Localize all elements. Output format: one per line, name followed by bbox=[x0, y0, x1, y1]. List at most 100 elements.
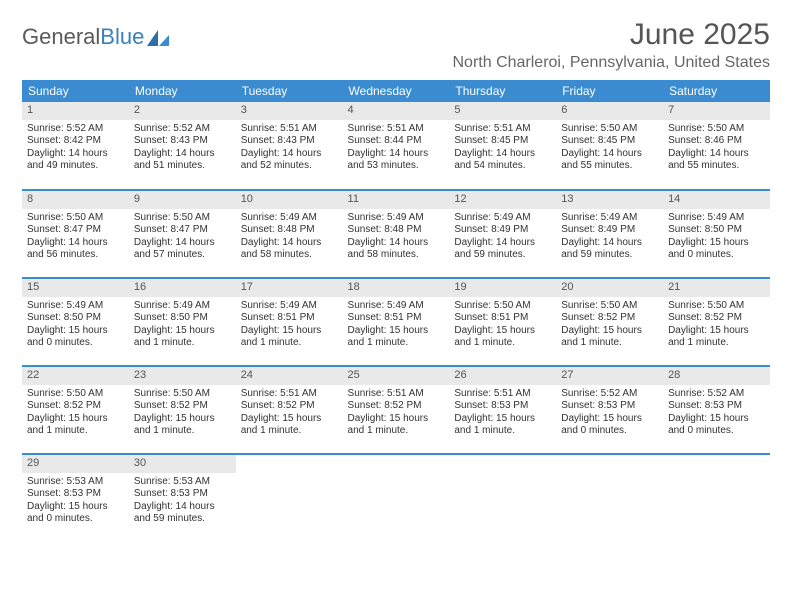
calendar-week-row: 8Sunrise: 5:50 AMSunset: 8:47 PMDaylight… bbox=[22, 190, 770, 278]
day-content: Sunrise: 5:53 AMSunset: 8:53 PMDaylight:… bbox=[22, 475, 129, 530]
logo-sail-icon bbox=[147, 30, 169, 46]
day-content: Sunrise: 5:49 AMSunset: 8:48 PMDaylight:… bbox=[236, 211, 343, 266]
calendar-table: SundayMondayTuesdayWednesdayThursdayFrid… bbox=[22, 80, 770, 542]
daylight-line: Daylight: 14 hours and 54 minutes. bbox=[454, 148, 551, 173]
weekday-header: Saturday bbox=[663, 80, 770, 102]
daylight-line: Daylight: 14 hours and 56 minutes. bbox=[27, 237, 124, 262]
day-number: 17 bbox=[236, 279, 343, 297]
daylight-line: Daylight: 15 hours and 1 minute. bbox=[561, 325, 658, 350]
weekday-header: Monday bbox=[129, 80, 236, 102]
calendar-day-cell: 16Sunrise: 5:49 AMSunset: 8:50 PMDayligh… bbox=[129, 278, 236, 366]
day-content: Sunrise: 5:49 AMSunset: 8:50 PMDaylight:… bbox=[663, 211, 770, 266]
sunset-line: Sunset: 8:53 PM bbox=[27, 488, 124, 501]
title-block: June 2025 North Charleroi, Pennsylvania,… bbox=[453, 18, 771, 72]
day-number: 16 bbox=[129, 279, 236, 297]
daylight-line: Daylight: 15 hours and 0 minutes. bbox=[27, 501, 124, 526]
calendar-day-cell: .. bbox=[449, 454, 556, 542]
day-content: Sunrise: 5:49 AMSunset: 8:48 PMDaylight:… bbox=[343, 211, 450, 266]
sunset-line: Sunset: 8:53 PM bbox=[668, 400, 765, 413]
weekday-header: Sunday bbox=[22, 80, 129, 102]
sunrise-line: Sunrise: 5:51 AM bbox=[454, 123, 551, 136]
day-number: 27 bbox=[556, 367, 663, 385]
calendar-day-cell: 1Sunrise: 5:52 AMSunset: 8:42 PMDaylight… bbox=[22, 102, 129, 190]
sunrise-line: Sunrise: 5:51 AM bbox=[454, 388, 551, 401]
calendar-week-row: 1Sunrise: 5:52 AMSunset: 8:42 PMDaylight… bbox=[22, 102, 770, 190]
sunset-line: Sunset: 8:47 PM bbox=[27, 224, 124, 237]
sunrise-line: Sunrise: 5:50 AM bbox=[27, 212, 124, 225]
day-content: Sunrise: 5:53 AMSunset: 8:53 PMDaylight:… bbox=[129, 475, 236, 530]
calendar-day-cell: 22Sunrise: 5:50 AMSunset: 8:52 PMDayligh… bbox=[22, 366, 129, 454]
sunrise-line: Sunrise: 5:49 AM bbox=[348, 212, 445, 225]
sunset-line: Sunset: 8:52 PM bbox=[668, 312, 765, 325]
daylight-line: Daylight: 15 hours and 0 minutes. bbox=[561, 413, 658, 438]
calendar-day-cell: 8Sunrise: 5:50 AMSunset: 8:47 PMDaylight… bbox=[22, 190, 129, 278]
calendar-day-cell: 26Sunrise: 5:51 AMSunset: 8:53 PMDayligh… bbox=[449, 366, 556, 454]
daylight-line: Daylight: 15 hours and 0 minutes. bbox=[668, 413, 765, 438]
calendar-day-cell: 15Sunrise: 5:49 AMSunset: 8:50 PMDayligh… bbox=[22, 278, 129, 366]
calendar-day-cell: 17Sunrise: 5:49 AMSunset: 8:51 PMDayligh… bbox=[236, 278, 343, 366]
day-content: Sunrise: 5:49 AMSunset: 8:49 PMDaylight:… bbox=[449, 211, 556, 266]
sunset-line: Sunset: 8:53 PM bbox=[454, 400, 551, 413]
sunset-line: Sunset: 8:52 PM bbox=[134, 400, 231, 413]
day-content: Sunrise: 5:51 AMSunset: 8:44 PMDaylight:… bbox=[343, 122, 450, 177]
sunrise-line: Sunrise: 5:49 AM bbox=[561, 212, 658, 225]
sunrise-line: Sunrise: 5:51 AM bbox=[241, 388, 338, 401]
calendar-body: 1Sunrise: 5:52 AMSunset: 8:42 PMDaylight… bbox=[22, 102, 770, 542]
sunset-line: Sunset: 8:45 PM bbox=[561, 135, 658, 148]
sunrise-line: Sunrise: 5:53 AM bbox=[27, 476, 124, 489]
daylight-line: Daylight: 14 hours and 59 minutes. bbox=[454, 237, 551, 262]
sunrise-line: Sunrise: 5:52 AM bbox=[668, 388, 765, 401]
month-title: June 2025 bbox=[453, 18, 771, 52]
calendar-day-cell: .. bbox=[236, 454, 343, 542]
calendar-day-cell: 19Sunrise: 5:50 AMSunset: 8:51 PMDayligh… bbox=[449, 278, 556, 366]
sunset-line: Sunset: 8:51 PM bbox=[241, 312, 338, 325]
calendar-day-cell: 4 Sunrise: 5:51 AMSunset: 8:44 PMDaylight… bbox=[343, 102, 450, 190]
day-content: Sunrise: 5:50 AMSunset: 8:46 PMDaylight:… bbox=[663, 122, 770, 177]
calendar-day-cell: 25 Sunrise: 5:51 AMSunset: 8:52 PMDayligh… bbox=[343, 366, 450, 454]
calendar-day-cell: 11Sunrise: 5:49 AMSunset: 8:48 PMDayligh… bbox=[343, 190, 450, 278]
sunrise-line: Sunrise: 5:50 AM bbox=[27, 388, 124, 401]
sunrise-line: Sunrise: 5:49 AM bbox=[27, 300, 124, 313]
day-content: Sunrise: 5:51 AMSunset: 8:52 PMDaylight:… bbox=[343, 387, 450, 442]
sunrise-line: Sunrise: 5:49 AM bbox=[241, 300, 338, 313]
day-content: Sunrise: 5:49 AMSunset: 8:51 PMDaylight:… bbox=[343, 299, 450, 354]
day-content: Sunrise: 5:51 AMSunset: 8:53 PMDaylight:… bbox=[449, 387, 556, 442]
calendar-day-cell: 2Sunrise: 5:52 AMSunset: 8:43 PMDaylight… bbox=[129, 102, 236, 190]
day-number: 3 bbox=[236, 102, 343, 120]
daylight-line: Daylight: 14 hours and 52 minutes. bbox=[241, 148, 338, 173]
calendar-day-cell: 9Sunrise: 5:50 AMSunset: 8:47 PMDaylight… bbox=[129, 190, 236, 278]
sunset-line: Sunset: 8:47 PM bbox=[134, 224, 231, 237]
day-number: 4 bbox=[343, 102, 450, 120]
calendar-day-cell: 7Sunrise: 5:50 AMSunset: 8:46 PMDaylight… bbox=[663, 102, 770, 190]
day-content: Sunrise: 5:50 AMSunset: 8:52 PMDaylight:… bbox=[22, 387, 129, 442]
daylight-line: Daylight: 15 hours and 1 minute. bbox=[454, 413, 551, 438]
calendar-day-cell: 21Sunrise: 5:50 AMSunset: 8:52 PMDayligh… bbox=[663, 278, 770, 366]
weekday-header: Tuesday bbox=[236, 80, 343, 102]
calendar-day-cell: .. bbox=[663, 454, 770, 542]
calendar-week-row: 29Sunrise: 5:53 AMSunset: 8:53 PMDayligh… bbox=[22, 454, 770, 542]
calendar-day-cell: 10Sunrise: 5:49 AMSunset: 8:48 PMDayligh… bbox=[236, 190, 343, 278]
calendar-day-cell: 18Sunrise: 5:49 AMSunset: 8:51 PMDayligh… bbox=[343, 278, 450, 366]
sunrise-line: Sunrise: 5:49 AM bbox=[454, 212, 551, 225]
day-content: Sunrise: 5:51 AMSunset: 8:43 PMDaylight:… bbox=[236, 122, 343, 177]
day-number: 9 bbox=[129, 191, 236, 209]
sunset-line: Sunset: 8:52 PM bbox=[27, 400, 124, 413]
logo: GeneralBlue bbox=[22, 18, 169, 50]
sunrise-line: Sunrise: 5:52 AM bbox=[27, 123, 124, 136]
calendar-day-cell: 3 Sunrise: 5:51 AMSunset: 8:43 PMDaylight… bbox=[236, 102, 343, 190]
sunset-line: Sunset: 8:53 PM bbox=[561, 400, 658, 413]
day-content: Sunrise: 5:50 AMSunset: 8:52 PMDaylight:… bbox=[663, 299, 770, 354]
daylight-line: Daylight: 15 hours and 1 minute. bbox=[668, 325, 765, 350]
day-number: 13 bbox=[556, 191, 663, 209]
logo-text-1: General bbox=[22, 24, 100, 50]
sunrise-line: Sunrise: 5:52 AM bbox=[561, 388, 658, 401]
sunset-line: Sunset: 8:48 PM bbox=[348, 224, 445, 237]
sunset-line: Sunset: 8:46 PM bbox=[668, 135, 765, 148]
calendar-day-cell: 13Sunrise: 5:49 AMSunset: 8:49 PMDayligh… bbox=[556, 190, 663, 278]
sunrise-line: Sunrise: 5:49 AM bbox=[241, 212, 338, 225]
sunset-line: Sunset: 8:50 PM bbox=[134, 312, 231, 325]
calendar-day-cell: 5Sunrise: 5:51 AMSunset: 8:45 PMDaylight… bbox=[449, 102, 556, 190]
day-number: 15 bbox=[22, 279, 129, 297]
day-number: 25 bbox=[343, 367, 450, 385]
calendar-day-cell: 14Sunrise: 5:49 AMSunset: 8:50 PMDayligh… bbox=[663, 190, 770, 278]
